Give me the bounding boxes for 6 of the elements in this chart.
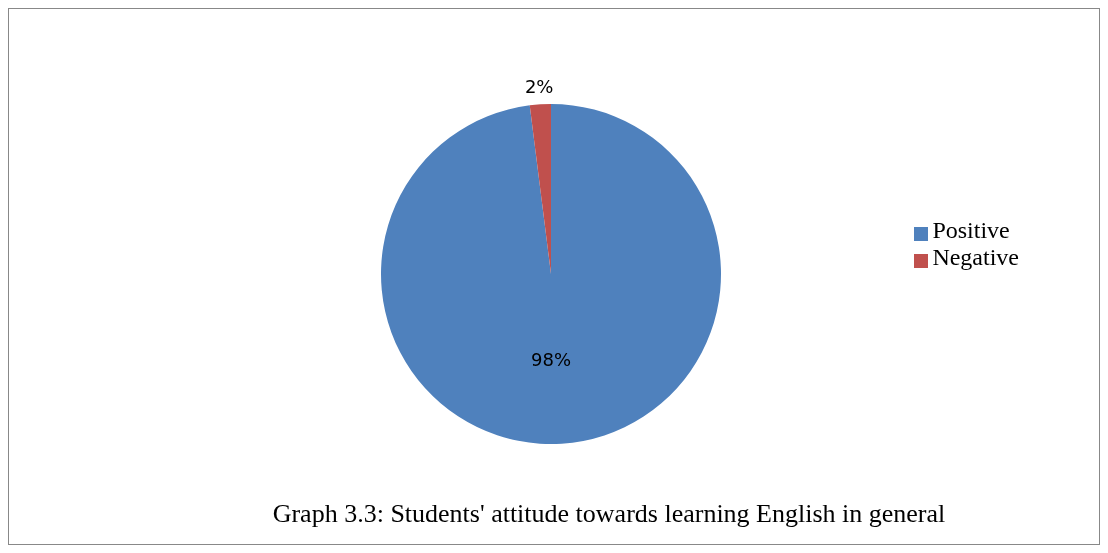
data-label: 2% xyxy=(524,75,554,97)
legend-label: Negative xyxy=(932,244,1019,270)
legend-label: Positive xyxy=(932,217,1010,243)
text: Graph 3.3: Students' attitude towards learning English in general xyxy=(271,499,947,529)
pie-slice xyxy=(381,104,721,444)
data-label: 98% xyxy=(530,348,572,370)
